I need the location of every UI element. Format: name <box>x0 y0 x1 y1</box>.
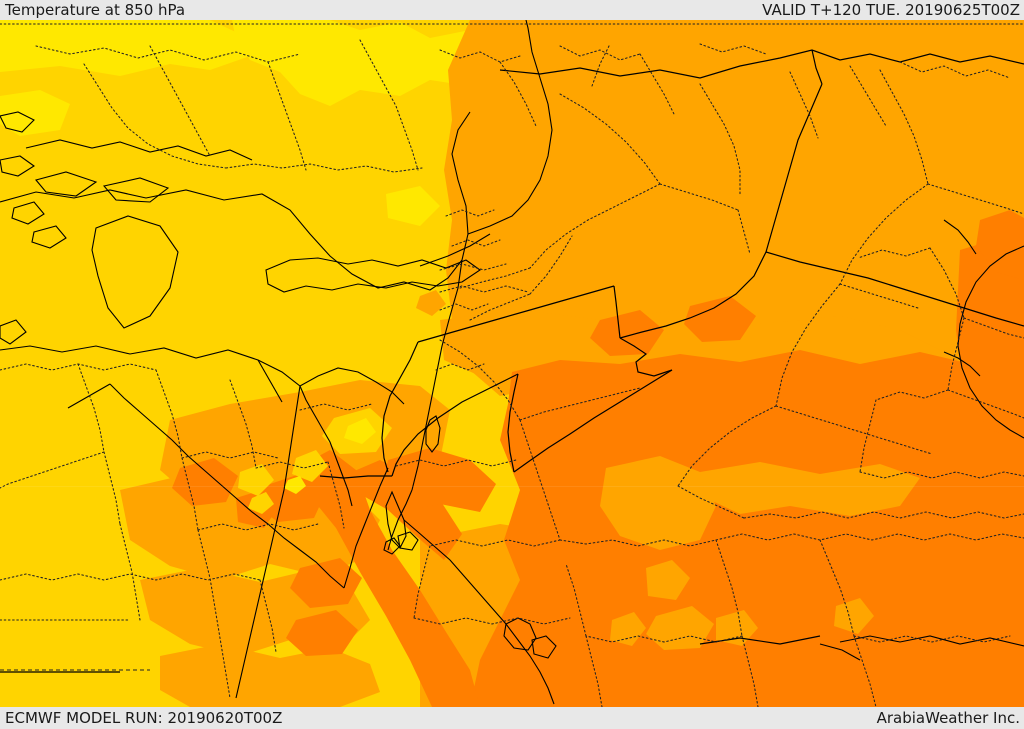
temperature-field <box>0 20 1024 707</box>
page-title: Temperature at 850 hPa <box>5 1 186 19</box>
header-bar: Temperature at 850 hPa VALID T+120 TUE. … <box>0 0 1024 20</box>
forecast-map-canvas <box>0 20 1024 707</box>
footer-bar: ECMWF MODEL RUN: 20190620T00Z ArabiaWeat… <box>0 707 1024 729</box>
coastline-layer <box>0 20 1024 705</box>
admin-border-layer <box>0 23 1024 707</box>
attribution-label: ArabiaWeather Inc. <box>876 709 1020 727</box>
temp-pocket-amber <box>416 290 920 650</box>
model-run-label: ECMWF MODEL RUN: 20190620T00Z <box>5 709 283 727</box>
render-scanline <box>0 486 1024 487</box>
valid-time-label: VALID T+120 TUE. 20190625T00Z <box>762 1 1020 19</box>
temp-pocket-bright <box>284 418 376 494</box>
